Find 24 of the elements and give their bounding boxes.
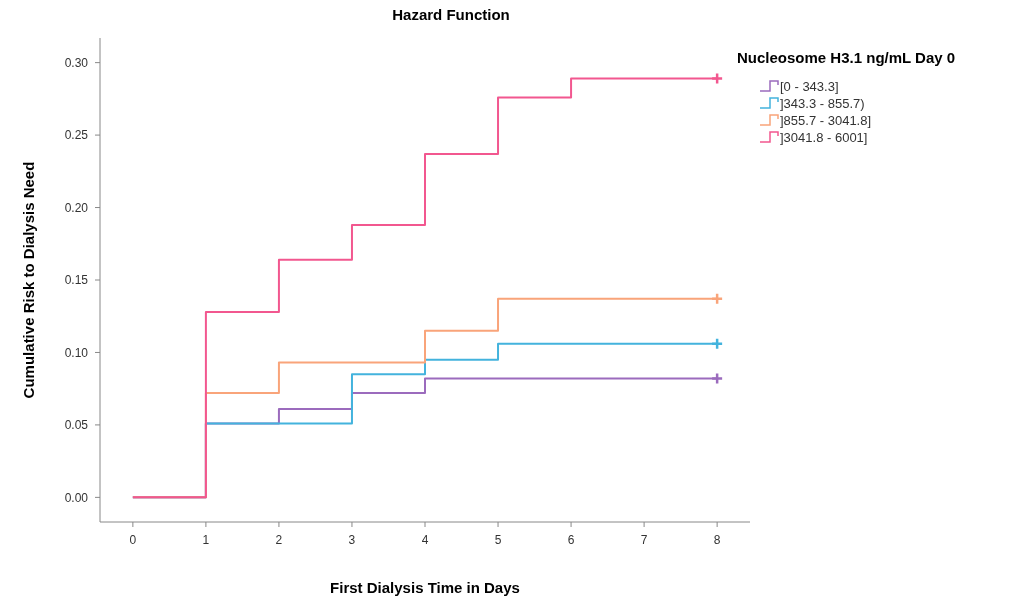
y-tick-label: 0.05: [64, 418, 89, 433]
legend-label: ]3041.8 - 6001]: [780, 129, 868, 145]
legend-label: ]343.3 - 855.7): [780, 95, 865, 111]
y-tick-label: 0.15: [64, 273, 89, 288]
chart-title: Hazard Function: [392, 6, 510, 23]
y-axis-title: Cumulative Risk to Dialysis Need: [20, 161, 37, 399]
x-tick-label: 3: [348, 533, 356, 547]
y-tick-label: 0.10: [64, 345, 89, 360]
x-tick-label: 4: [421, 533, 429, 547]
y-tick-label: 0.20: [64, 200, 89, 215]
y-tick-label: 0.25: [64, 128, 89, 143]
x-tick-label: 5: [494, 533, 502, 547]
y-tick-label: 0.00: [64, 490, 89, 505]
x-tick-label: 8: [713, 533, 721, 547]
x-axis-title: First Dialysis Time in Days: [330, 579, 520, 596]
legend-title: Nucleosome H3.1 ng/mL Day 0: [737, 49, 956, 66]
x-tick-label: 2: [275, 533, 283, 547]
x-tick-label: 7: [640, 533, 648, 547]
x-tick-label: 0: [129, 533, 137, 547]
y-tick-label: 0.30: [64, 55, 89, 70]
legend-label: ]855.7 - 3041.8]: [780, 112, 872, 128]
x-tick-label: 6: [567, 533, 575, 547]
x-tick-label: 1: [202, 533, 210, 547]
legend-label: [0 - 343.3]: [780, 78, 839, 94]
